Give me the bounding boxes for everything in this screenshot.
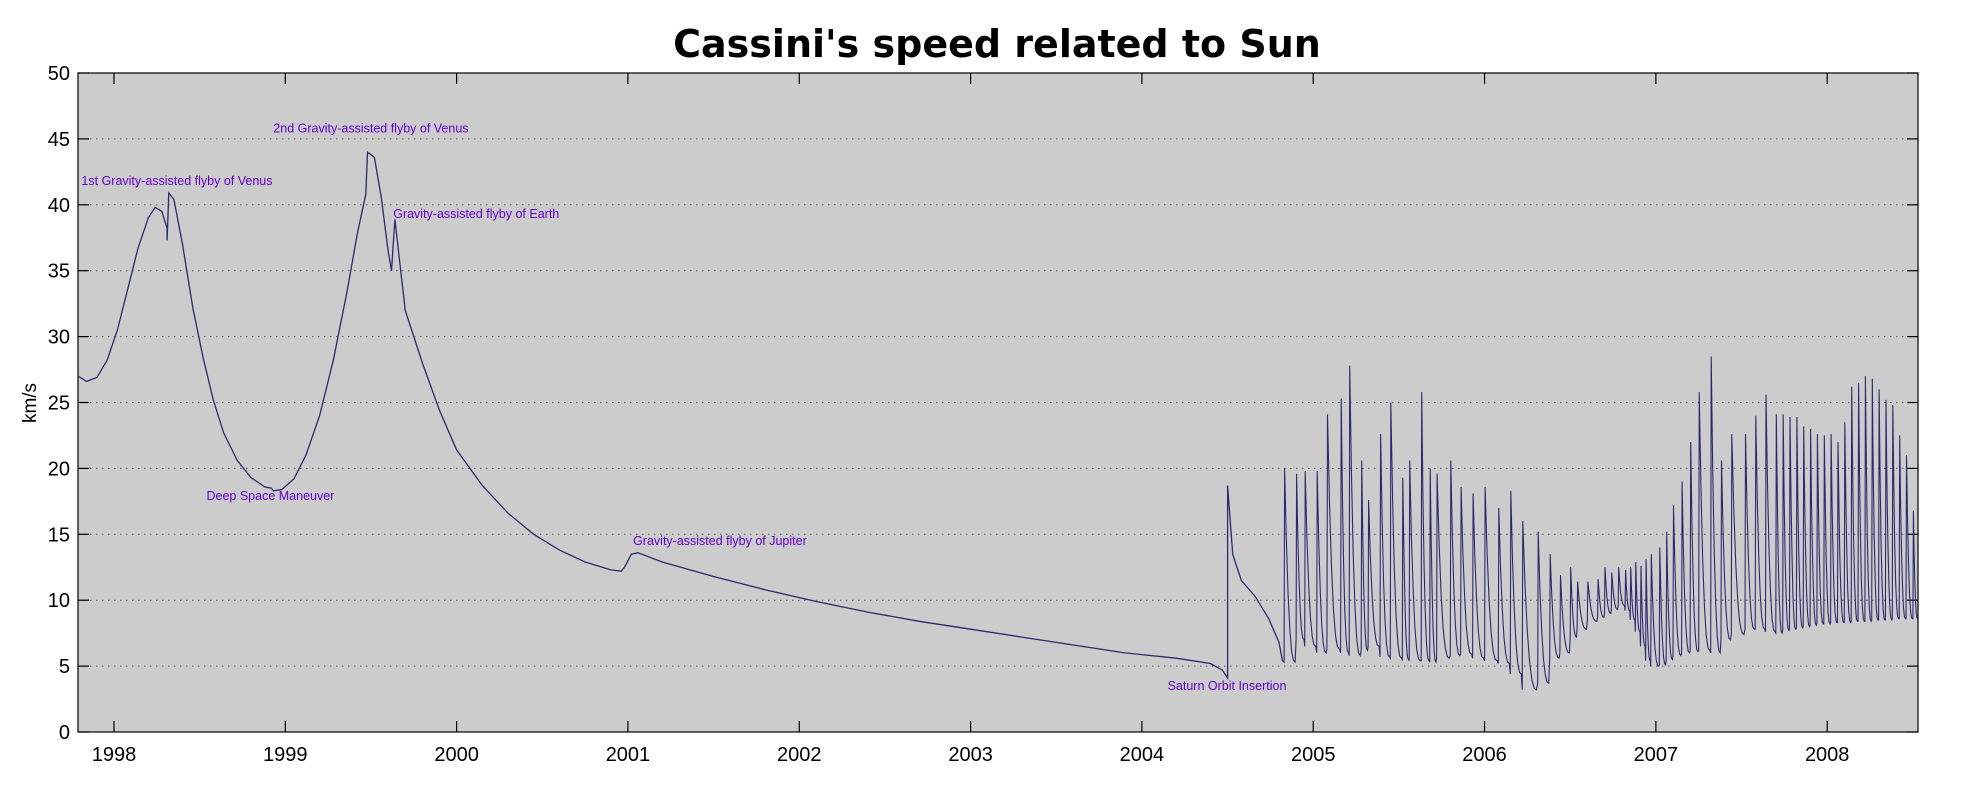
y-tick-label: 35 [48, 261, 70, 283]
x-tick-label: 2005 [1291, 744, 1336, 766]
x-tick-label: 2003 [948, 744, 993, 766]
y-tick-label: 25 [48, 393, 70, 415]
y-tick-label: 30 [48, 327, 70, 349]
x-tick-label: 2008 [1805, 744, 1850, 766]
series-lines [77, 150, 1919, 691]
x-tick-label: 2004 [1120, 744, 1165, 766]
x-tick-label: 1999 [263, 744, 308, 766]
y-axis-label: km/s [20, 383, 41, 423]
x-tick-label: 1998 [92, 744, 137, 766]
y-tick-label: 45 [48, 129, 70, 151]
annotation-label: 1st Gravity-assisted flyby of Venus [81, 174, 272, 188]
annotation-label: 2nd Gravity-assisted flyby of Venus [273, 121, 468, 135]
series-line-cruise [77, 150, 1284, 681]
y-tick-label: 0 [59, 722, 70, 744]
x-tick-label: 2001 [606, 744, 651, 766]
series-line-saturn-orbits [1282, 356, 1919, 691]
x-tick-label: 2007 [1634, 744, 1679, 766]
x-tick-label: 2006 [1462, 744, 1507, 766]
annotation-label: Deep Space Maneuver [206, 489, 334, 503]
y-tick-label: 15 [48, 524, 70, 546]
axis-ticks: 0 5 10 15 20 25 30 35 40 45 50 1998 1999 2000 2001 2002… [48, 63, 1918, 766]
y-tick-label: 10 [48, 590, 70, 612]
annotation-label: Saturn Orbit Insertion [1168, 679, 1287, 693]
annotations: 1st Gravity-assisted flyby of Venus 2nd G… [81, 121, 1286, 693]
y-tick-label: 5 [59, 656, 70, 678]
annotation-label: Gravity-assisted flyby of Earth [393, 207, 559, 221]
chart-title: Cassini's speed related to Sun [673, 22, 1321, 66]
x-tick-label: 2000 [434, 744, 479, 766]
y-tick-label: 20 [48, 458, 70, 480]
x-tick-label: 2002 [777, 744, 822, 766]
annotation-label: Gravity-assisted flyby of Jupiter [633, 534, 807, 548]
y-tick-label: 50 [48, 63, 70, 85]
grid-lines [78, 138, 1918, 667]
y-tick-label: 40 [48, 195, 70, 217]
